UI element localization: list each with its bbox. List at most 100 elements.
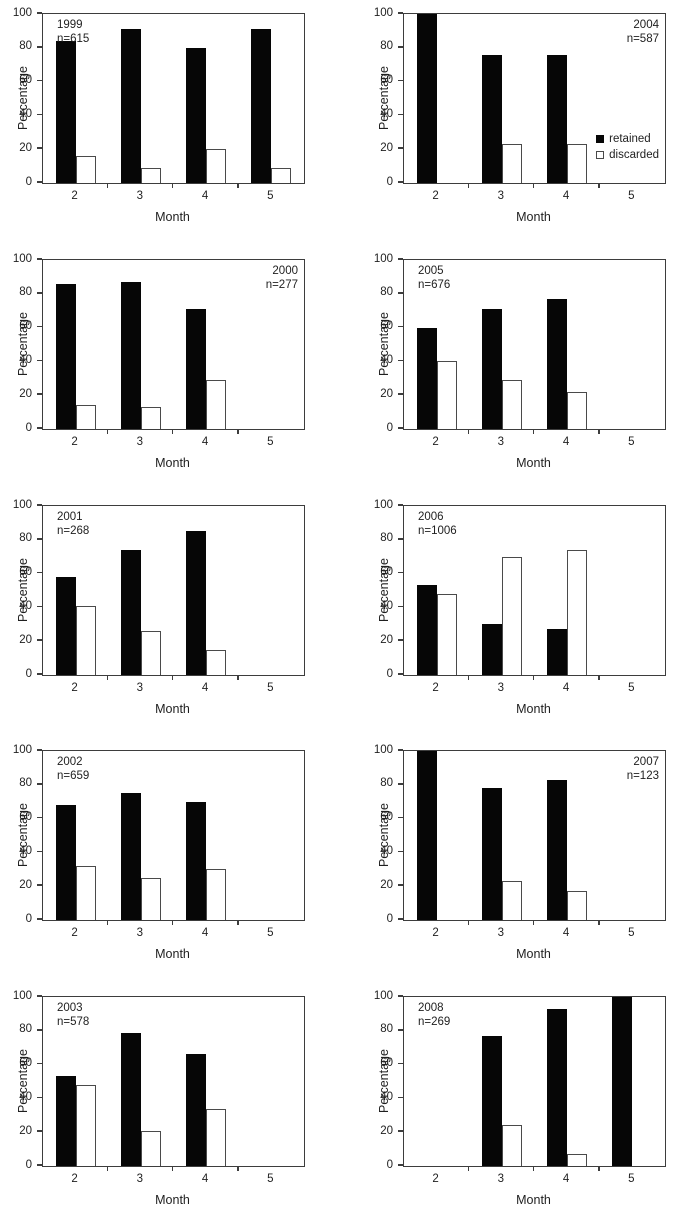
x-tick-label: 3: [497, 1173, 505, 1185]
x-tick-label: 4: [201, 1173, 209, 1185]
y-tick-mark: [37, 1029, 42, 1031]
chart-cell-2005: 2005 n=676 Percentage 0 20 40 60 80 100 2 3 4 5 Month: [337, 246, 674, 492]
x-minor-tick: [532, 920, 535, 925]
y-tick-label: 0: [386, 1158, 393, 1171]
annotation-year: 2000: [272, 265, 298, 277]
bar-discarded-month-3: [501, 556, 522, 675]
x-tick-label: 2: [71, 1173, 78, 1185]
y-tick-mark: [37, 292, 42, 294]
y-tick-label: 20: [19, 141, 32, 154]
bar-discarded-month-3: [501, 1125, 522, 1166]
y-tick-label: 20: [380, 878, 393, 891]
y-tick-mark: [398, 639, 403, 641]
bar-discarded-month-3: [140, 1130, 161, 1166]
y-axis-title: Percentage: [377, 65, 391, 130]
y-tick-label: 80: [380, 777, 393, 790]
y-tick-label: 40: [380, 599, 393, 612]
x-minor-tick: [598, 920, 600, 925]
bar-retained-month-4: [186, 47, 207, 183]
x-tick-label: 3: [136, 927, 144, 939]
y-tick-mark: [37, 673, 42, 675]
annotation-2002: 2002 n=659: [51, 755, 89, 783]
y-tick-label: 100: [373, 743, 393, 756]
x-tick-label: 5: [628, 436, 635, 448]
y-tick-mark: [37, 995, 42, 997]
chart-cell-2006: 2006 n=1006 Percentage 0 20 40 60 80 100 2 3 4 5 Mont…: [337, 492, 674, 738]
annotation-2001: 2001 n=268: [51, 510, 89, 538]
bar-retained-month-2: [416, 14, 437, 183]
y-tick-mark: [398, 884, 403, 886]
y-axis-title: Percentage: [16, 65, 30, 130]
y-tick-mark: [37, 918, 42, 920]
y-tick-mark: [398, 918, 403, 920]
x-tick-label: 3: [497, 927, 505, 939]
bar-retained-month-4: [547, 1008, 568, 1166]
chart-cell-2000: 2000 n=277 Percentage 0 20 40 60 80 100 2 3 4 5 Month: [0, 246, 337, 492]
x-tick-label: 2: [71, 436, 78, 448]
y-tick-label: 60: [380, 320, 393, 333]
bar-retained-month-4: [547, 779, 568, 920]
bar-discarded-month-4: [206, 380, 227, 429]
y-tick-mark: [37, 850, 42, 853]
bar-retained-month-3: [481, 309, 502, 429]
x-minor-tick: [106, 183, 108, 188]
y-tick-mark: [398, 538, 403, 540]
y-tick-mark: [398, 46, 403, 48]
y-tick-mark: [398, 1029, 403, 1031]
x-minor-tick: [467, 429, 469, 434]
chart-cell-1999: 1999 n=615 Percentage 0 20 40 60 80 100 2 3 4 5 Month: [0, 0, 337, 246]
y-tick-label: 0: [386, 912, 393, 925]
x-tick-label: 3: [136, 682, 144, 694]
bar-discarded-month-3: [501, 144, 522, 183]
y-tick-label: 20: [380, 1124, 393, 1137]
chart-cell-2003: 2003 n=578 Percentage 0 20 40 60 80 100 2 3 4 5 Month: [0, 983, 337, 1229]
annotation-year: 2006: [418, 511, 444, 523]
y-tick-mark: [398, 605, 403, 608]
legend-item-discarded: discarded: [596, 147, 659, 163]
bar-discarded-month-4: [206, 149, 227, 183]
y-tick-label: 80: [380, 532, 393, 545]
bar-retained-month-3: [481, 1035, 502, 1166]
x-tick-label: 4: [201, 927, 209, 939]
chart-cell-2008: 2008 n=269 Percentage 0 20 40 60 80 100 2 3 4 5 Month: [337, 983, 674, 1229]
annotation-2004: 2004 n=587: [627, 18, 659, 46]
legend-label: retained: [609, 133, 651, 145]
bar-discarded-month-3: [140, 877, 161, 920]
annotation-n: n=269: [418, 1016, 451, 1028]
y-tick-mark: [398, 12, 403, 14]
x-minor-tick: [171, 920, 174, 925]
y-tick-label: 80: [19, 532, 32, 545]
y-tick-label: 100: [12, 6, 32, 19]
x-tick-label: 4: [562, 1173, 570, 1185]
y-tick-mark: [398, 113, 403, 116]
y-tick-label: 40: [380, 844, 393, 857]
y-tick-label: 0: [386, 175, 393, 188]
y-tick-mark: [37, 147, 42, 149]
x-minor-tick: [106, 1166, 108, 1171]
annotation-year: 2008: [418, 1002, 444, 1014]
annotation-2008: 2008 n=269: [412, 1001, 450, 1029]
y-tick-mark: [37, 113, 42, 116]
y-tick-mark: [398, 1164, 403, 1166]
y-tick-mark: [37, 79, 42, 82]
annotation-year: 2005: [418, 265, 444, 277]
x-tick-label: 2: [432, 190, 439, 202]
bar-discarded-month-2: [75, 605, 96, 675]
bar-discarded-month-4: [206, 649, 227, 675]
annotation-n: n=587: [626, 33, 659, 45]
y-tick-label: 100: [373, 498, 393, 511]
plot-area-2007: 2007 n=123: [403, 750, 666, 921]
x-minor-tick: [171, 1166, 174, 1171]
y-tick-label: 60: [380, 566, 393, 579]
annotation-n: n=676: [418, 279, 451, 291]
x-tick-label: 3: [136, 190, 144, 202]
y-tick-mark: [37, 816, 42, 819]
x-minor-tick: [598, 429, 600, 434]
chart-cell-2002: 2002 n=659 Percentage 0 20 40 60 80 100 2 3 4 5 Month: [0, 737, 337, 983]
y-tick-mark: [398, 427, 403, 429]
y-tick-mark: [37, 325, 42, 328]
y-tick-mark: [398, 571, 403, 574]
x-tick-label: 5: [628, 1173, 635, 1185]
y-axis-title: Percentage: [16, 1048, 30, 1113]
